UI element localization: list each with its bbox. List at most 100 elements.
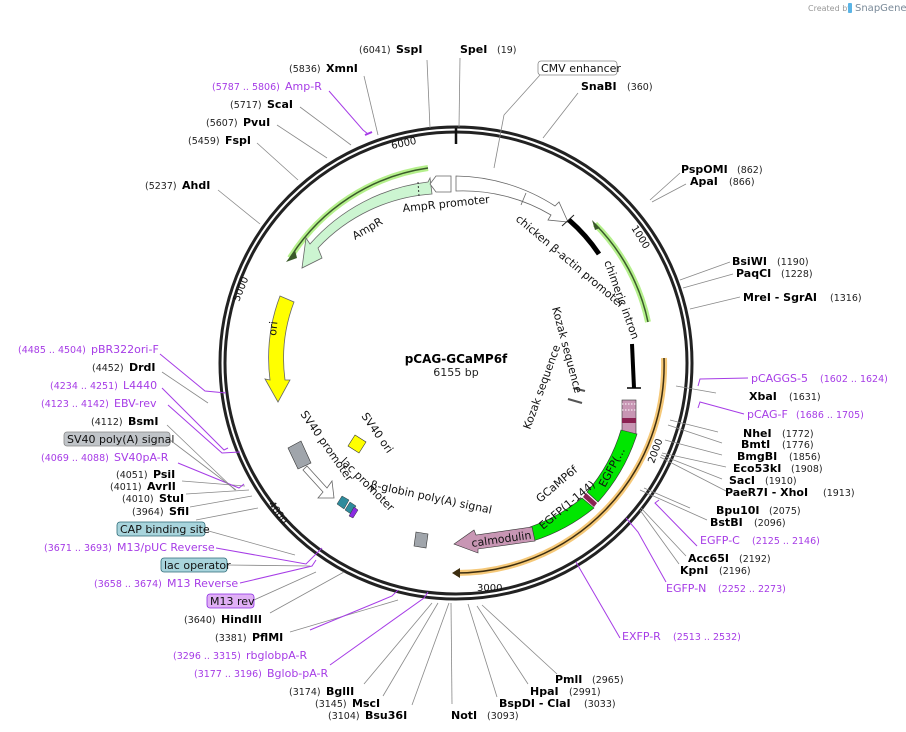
svg-text:pCAG-F: pCAG-F [747,408,788,421]
svg-text:(2252 .. 2273): (2252 .. 2273) [718,584,786,595]
enzyme-fspi[interactable]: (5459) FspI [188,134,251,147]
svg-text:(3145): (3145) [315,699,347,710]
ampr-promoter-feature[interactable] [429,175,452,193]
enzyme-spei[interactable]: SpeI (19) [460,43,517,56]
svg-text:PspOMI: PspOMI [681,163,728,176]
svg-text:(5607): (5607) [206,118,238,129]
enzyme-pspomi[interactable]: PspOMI (862) [681,163,763,176]
enzyme-paer7i-xhoi[interactable]: PaeR7I - XhoI (1913) [725,486,855,499]
egfp-part2-feature[interactable] [586,429,638,503]
enzyme-snabi[interactable]: SnaBI (360) [581,80,653,93]
primer-m13-reverse[interactable]: (3658 .. 3674) M13 Reverse [94,577,238,590]
primer-bglob-pa-r[interactable]: (3177 .. 3196) Bglob-pA-R [194,667,329,680]
enzyme-msci[interactable]: (3145) MscI [315,697,380,710]
enzyme-stui[interactable]: (4010) StuI [122,492,184,505]
enzyme-bpu10i[interactable]: Bpu10I (2075) [716,504,801,517]
enzyme-kpni[interactable]: KpnI (2196) [680,564,751,577]
svg-text:BstBI: BstBI [710,516,743,529]
primer-ebv-rev[interactable]: (4123 .. 4142) EBV-rev [41,397,157,410]
sv40-promoter-block[interactable] [287,440,312,470]
enzyme-bsu36i[interactable]: (3104) Bsu36I [328,709,407,722]
enzyme-hindiii[interactable]: (3640) HindIII [184,613,262,626]
enzyme-apai[interactable]: ApaI (866) [690,175,755,188]
svg-text:SfiI: SfiI [169,505,189,518]
primer-pbr322ori-f[interactable]: (4485 .. 4504) pBR322ori-F [18,343,159,356]
kozak-label-2: Kozak sequence [521,343,564,431]
enzyme-scai[interactable]: (5717) ScaI [230,98,293,111]
ampr-orf-line [289,167,429,259]
primer-egfp-c[interactable]: EGFP-C (2125 .. 2146) [700,534,820,547]
enzyme-psii[interactable]: (4051) PsiI [116,468,175,481]
svg-text:(3177 .. 3196): (3177 .. 3196) [194,669,262,680]
calmodulin-feature[interactable] [453,526,536,554]
enzyme-sspi[interactable]: (6041) SspI [359,43,422,56]
enzyme-ahdi[interactable]: (5237) AhdI [145,179,210,192]
svg-text:M13 rev: M13 rev [210,595,255,608]
svg-text:(1776): (1776) [782,440,814,451]
enzyme-pflmi[interactable]: (3381) PflMI [215,631,283,644]
enzyme-sfii[interactable]: (3964) SfiI [132,505,189,518]
sv40-promoter-arrow[interactable] [302,465,335,499]
enzyme-saci[interactable]: SacI (1910) [729,474,797,487]
cap-binding-site-tag[interactable]: CAP binding site [116,521,210,537]
enzyme-paqci[interactable]: PaqCI (1228) [736,267,813,280]
enzyme-pvui[interactable]: (5607) PvuI [206,116,270,129]
enzyme-drdi[interactable]: (4452) DrdI [92,361,156,374]
gcamp-tag-blocks[interactable] [621,399,637,437]
primer-amp-r[interactable]: (5787 .. 5806) Amp-R [212,80,322,93]
svg-text:Eco53kI: Eco53kI [733,462,781,475]
svg-text:BsiWI: BsiWI [732,255,767,268]
sv40-ori-feature[interactable] [347,434,367,454]
sv40-polya-tag[interactable]: SV40 poly(A) signal [63,431,174,447]
svg-text:PmlI: PmlI [555,673,582,686]
enzyme-avrii[interactable]: (4011) AvrII [110,480,176,493]
primer-pcaggs-5[interactable]: pCAGGS-5 (1602 .. 1624) [751,372,888,385]
enzyme-xbai[interactable]: XbaI (1631) [749,390,821,403]
lac-operator-tag[interactable]: lac operator [160,557,231,573]
enzyme-xmni[interactable]: (5836) XmnI [289,62,358,75]
svg-text:Acc65I: Acc65I [688,552,729,565]
lac-elements[interactable] [336,495,359,519]
primer-l4440[interactable]: (4234 .. 4251) L4440 [50,379,157,392]
m13-rev-tag[interactable]: M13 rev [206,593,255,609]
enzyme-nhei[interactable]: NheI (1772) [743,427,814,440]
enzyme-bmti[interactable]: BmtI (1776) [741,438,814,451]
enzyme-eco53ki[interactable]: Eco53kI (1908) [733,462,823,475]
primer-egfp-n[interactable]: EGFP-N (2252 .. 2273) [666,582,786,595]
kozak-mark-1[interactable] [572,387,586,392]
cmv-enhancer-feature[interactable] [455,175,569,223]
primer-leaders [159,90,749,666]
chicken-actin-promoter-feature[interactable] [567,218,602,256]
primer-pcag-f[interactable]: pCAG-F (1686 .. 1705) [747,408,864,421]
svg-text:(1631): (1631) [789,392,821,403]
ori-feature[interactable] [264,295,295,403]
primer-rbglobpa-r[interactable]: (3296 .. 3315) rbglobpA-R [173,649,307,662]
svg-text:KpnI: KpnI [680,564,708,577]
enzyme-pmli[interactable]: PmlI (2965) [555,673,624,686]
enzyme-bmgbi[interactable]: BmgBI (1856) [737,450,821,463]
kozak-mark-2[interactable] [567,398,583,404]
cmv-enhancer-tag[interactable]: CMV enhancer [537,60,621,76]
enzyme-bstbi[interactable]: BstBI (2096) [710,516,786,529]
enzyme-bsmi[interactable]: (4112) BsmI [91,415,159,428]
svg-text:(5237): (5237) [145,181,177,192]
enzyme-bsiwi[interactable]: BsiWI (1190) [732,255,809,268]
enzyme-mrei-sgrai[interactable]: MreI - SgrAI (1316) [743,291,862,304]
enzyme-acc65i[interactable]: Acc65I (2192) [688,552,771,565]
svg-text:(5836): (5836) [289,64,321,75]
svg-text:lac operator: lac operator [164,559,231,572]
primer-exfp-r[interactable]: EXFP-R (2513 .. 2532) [622,630,741,643]
primer-m13-puc-reverse[interactable]: (3671 .. 3693) M13/pUC Reverse [44,541,215,554]
primer-sv40pa-r[interactable]: (4069 .. 4088) SV40pA-R [41,451,169,464]
enzyme-hpai[interactable]: HpaI (2991) [530,685,601,698]
intron-end-bar [630,343,636,389]
enzyme-bglii[interactable]: (3174) BglII [289,685,354,698]
enzyme-noti[interactable]: NotI (3093) [451,709,519,722]
egfp-linker [583,493,597,507]
primer-labels: (5787 .. 5806) Amp-R pCAGGS-5 (1602 .. 162… [18,80,888,680]
svg-text:XmnI: XmnI [326,62,358,75]
ampr-feature[interactable] [301,176,433,269]
enzyme-bspdi-clai[interactable]: BspDI - ClaI (3033) [499,697,616,710]
bglobin-polya-feature[interactable] [413,531,429,549]
snapgene-credit[interactable]: Created by SnapGene [808,3,906,14]
